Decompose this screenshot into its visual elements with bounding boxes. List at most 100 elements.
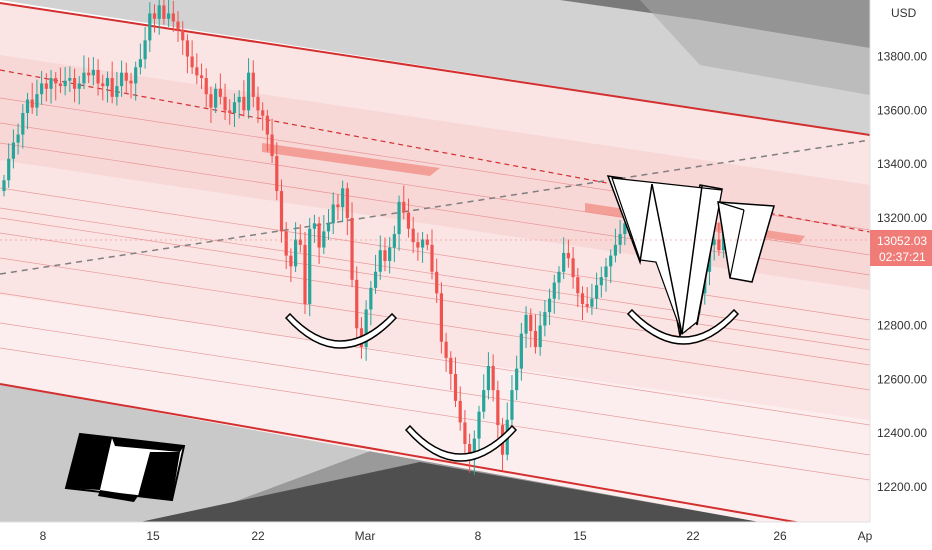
candle-body [265,115,269,135]
candle-body [77,83,81,89]
candle-body [543,312,547,326]
candle-body [595,285,599,299]
candle-body [477,411,481,439]
candle-body [519,333,523,369]
candle-body [129,80,133,84]
y-tick-label: 12200.00 [877,480,927,494]
channel-parallel-line [0,232,870,366]
countdown-value: 02:37:21 [879,250,926,264]
time-axis[interactable]: 8 15 22 Mar 8 15 22 26 Ap [0,521,932,550]
candle-body [25,99,30,114]
candle-body [35,94,39,108]
candle-body [275,156,279,192]
w-inner-line-2 [651,183,683,335]
candle-body [270,134,274,157]
brand-logo [64,432,186,502]
candle-body [613,244,618,256]
candle-body [355,279,359,329]
candle-body [110,78,114,97]
candle-body [538,325,542,348]
candle-body [590,298,594,307]
channel-lower-band [0,295,870,522]
x-tick-label: Mar [355,529,376,543]
y-axis-ticks: 13800.00 13600.00 13400.00 13200.00 12800.00… [877,50,927,495]
candle-body [181,29,185,41]
candle-body [576,277,580,294]
candle-body [496,390,500,426]
candle-body [533,330,538,348]
candle-body [430,244,434,272]
candle-body [557,271,561,283]
candle-body [124,72,128,81]
candle-body [416,242,420,248]
candle-body [712,239,716,245]
candle-body [609,255,613,267]
head-curve [404,424,518,462]
resistance-zone-left [262,143,440,176]
x-tick-label: 8 [40,529,47,543]
candle-body [341,188,345,208]
candle-body [195,67,199,76]
candle-body [463,422,467,444]
channel-parallel-line [0,322,870,456]
candle-body [256,96,260,111]
candle-body [331,204,335,224]
candle-body [420,239,425,248]
candle-body [402,201,406,213]
candle-body [284,231,288,256]
candle-body [246,72,251,111]
channel-lower-line [0,383,801,522]
candle-body [152,13,157,19]
candle-body [458,400,462,423]
x-tick-label: 15 [146,529,160,543]
candle-body [486,365,491,391]
candle-body [444,341,448,358]
candle-body [82,72,86,84]
candle-body [472,438,476,461]
candle-body [411,228,415,243]
candle-body [326,223,331,232]
candle-body [185,40,190,57]
candle-body [510,390,514,420]
plot-area[interactable] [0,0,870,535]
candle-body [176,21,180,30]
channel-upper-line [0,2,870,136]
channel-parallel-line [0,142,870,276]
candle-body [317,223,321,248]
candle-body [392,234,396,248]
candle-body [167,13,171,19]
projection-box-inner [717,201,745,211]
candle-body [214,88,218,108]
candle-body [717,239,721,251]
candle-body [435,271,439,294]
candle-body [585,304,589,307]
candle-body [199,75,204,79]
candle-body [336,204,340,208]
candle-body [21,113,25,135]
channel-parallel-line [0,187,870,321]
candle-body [618,234,622,245]
price-axis[interactable]: USD 13800.00 13600.00 13400.00 13200.00 1280… [869,0,932,550]
candle-body [91,69,95,76]
candle-body [261,110,265,116]
candle-body [364,309,368,348]
candle-body [453,374,458,401]
candle-body [369,287,373,310]
candle-body [209,94,213,108]
x-tick-label: 22 [686,529,700,543]
candle-body [566,252,570,259]
candle-body [190,56,194,68]
channel-midline-dashed [0,69,870,233]
candle-body [30,99,34,108]
candle-body [580,293,585,305]
candle-body [439,293,443,342]
candle-body [322,231,326,248]
w-inner-line-3 [681,185,703,335]
left-shoulder-curve [284,312,398,349]
candle-body [138,59,142,68]
candle-body [143,40,147,60]
candle-body [2,180,6,192]
candle-body [350,217,354,280]
candle-body [604,266,608,278]
